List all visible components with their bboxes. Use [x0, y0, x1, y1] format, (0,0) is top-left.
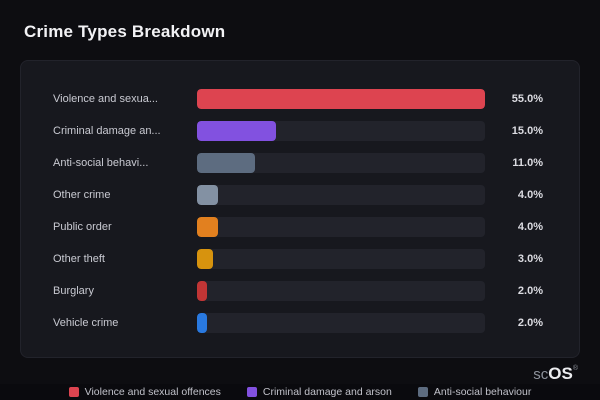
- bar-fill: [197, 89, 485, 109]
- bar-value-label: 4.0%: [517, 221, 543, 233]
- bar-track: [197, 89, 485, 109]
- bar-fill: [197, 185, 218, 205]
- bar-row: Other crime 4.0%: [53, 179, 543, 211]
- bar-value-label: 2.0%: [517, 317, 543, 329]
- bar-fill: [197, 217, 218, 237]
- bar-chart: Violence and sexua... 55.0% Criminal damag…: [53, 83, 543, 339]
- bar-category-label: Burglary: [53, 285, 94, 297]
- bar-category-label: Criminal damage an...: [53, 125, 161, 137]
- logo-suffix: OS: [548, 364, 573, 383]
- scos-logo: scOS®: [533, 365, 578, 382]
- bar-value-label: 15.0%: [511, 125, 543, 137]
- legend-label: Criminal damage and arson: [262, 386, 392, 398]
- bar-track: [197, 153, 485, 173]
- bar-track: [197, 185, 485, 205]
- bar-fill: [197, 121, 276, 141]
- bar-fill: [197, 313, 208, 333]
- legend-swatch-icon: [68, 387, 79, 397]
- legend-item[interactable]: Violence and sexual offences: [68, 386, 221, 398]
- bar-fill: [197, 281, 208, 301]
- bar-row: Other theft 3.0%: [53, 243, 543, 275]
- bar-value-label: 3.0%: [517, 253, 543, 265]
- chart-legend: Violence and sexual offences Criminal dam…: [0, 384, 600, 400]
- legend-label: Anti-social behaviour: [433, 386, 532, 398]
- legend-item[interactable]: Criminal damage and arson: [246, 386, 392, 398]
- legend-swatch-icon: [417, 387, 428, 397]
- bar-category-label: Public order: [53, 221, 112, 233]
- bar-category-label: Other crime: [53, 189, 111, 201]
- bar-category-label: Violence and sexua...: [53, 93, 158, 105]
- bar-fill: [197, 153, 255, 173]
- logo-prefix: sc: [533, 366, 549, 383]
- bar-value-label: 4.0%: [517, 189, 543, 201]
- bar-track: [197, 281, 485, 301]
- bar-row: Violence and sexua... 55.0%: [53, 83, 543, 115]
- bar-category-label: Anti-social behavi...: [53, 157, 149, 169]
- bar-track: [197, 121, 485, 141]
- bar-fill: [197, 249, 213, 269]
- bar-category-label: Other theft: [53, 253, 105, 265]
- bar-row: Burglary 2.0%: [53, 275, 543, 307]
- bar-row: Criminal damage an... 15.0%: [53, 115, 543, 147]
- bar-track: [197, 249, 485, 269]
- page-title: Crime Types Breakdown: [24, 22, 226, 41]
- bar-track: [197, 217, 485, 237]
- chart-card: Violence and sexua... 55.0% Criminal damag…: [20, 60, 580, 358]
- registered-mark-icon: ®: [572, 365, 578, 372]
- bar-value-label: 11.0%: [512, 157, 543, 169]
- bar-row: Public order 4.0%: [53, 211, 543, 243]
- bar-value-label: 2.0%: [517, 285, 543, 297]
- bar-row: Vehicle crime 2.0%: [53, 307, 543, 339]
- bar-row: Anti-social behavi... 11.0%: [53, 147, 543, 179]
- bar-category-label: Vehicle crime: [53, 317, 119, 329]
- legend-label: Violence and sexual offences: [84, 386, 221, 398]
- bar-value-label: 55.0%: [511, 93, 543, 105]
- bar-track: [197, 313, 485, 333]
- legend-item[interactable]: Anti-social behaviour: [417, 386, 532, 398]
- legend-swatch-icon: [246, 387, 257, 397]
